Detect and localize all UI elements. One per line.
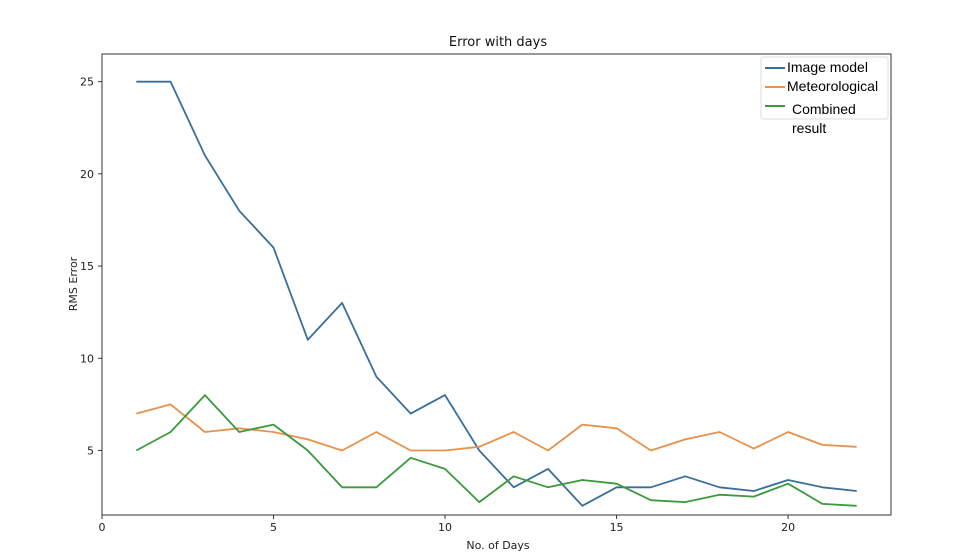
- x-tick-label: 0: [99, 521, 106, 534]
- y-tick-label: 10: [80, 352, 94, 365]
- series-line-meteorological: [136, 403, 857, 452]
- x-tick-label: 15: [610, 521, 624, 534]
- legend-box: [760, 56, 889, 120]
- y-tick-label: 15: [80, 260, 94, 273]
- x-tick-label: 20: [781, 521, 795, 534]
- chart-title: Error with days: [449, 35, 547, 50]
- legend-label-image-model: Image model: [787, 59, 868, 75]
- legend-label-combined-result-line1: Combined: [792, 101, 856, 117]
- y-tick-label: 20: [80, 168, 94, 181]
- y-tick-label: 25: [80, 76, 94, 89]
- y-tick-label: 5: [87, 444, 94, 457]
- y-axis-title: RMS Error: [67, 256, 80, 311]
- series-line-combined-result: [135, 394, 857, 507]
- legend-label-combined-result-line2: result: [792, 120, 826, 136]
- legend-label-meteorological: Meteorological: [787, 78, 878, 94]
- plot-area-frame: [101, 53, 892, 516]
- series-lines: [135, 80, 857, 507]
- series-line-image-model: [136, 80, 857, 507]
- x-tick-label: 10: [438, 521, 452, 534]
- x-tick-label: 5: [270, 521, 277, 534]
- legend: Image model Meteorological Combined resu…: [760, 56, 889, 136]
- axis-ticks: 0 5 10 15 20 5 10 15 20 25: [80, 76, 795, 534]
- x-axis-title: No. of Days: [466, 539, 530, 552]
